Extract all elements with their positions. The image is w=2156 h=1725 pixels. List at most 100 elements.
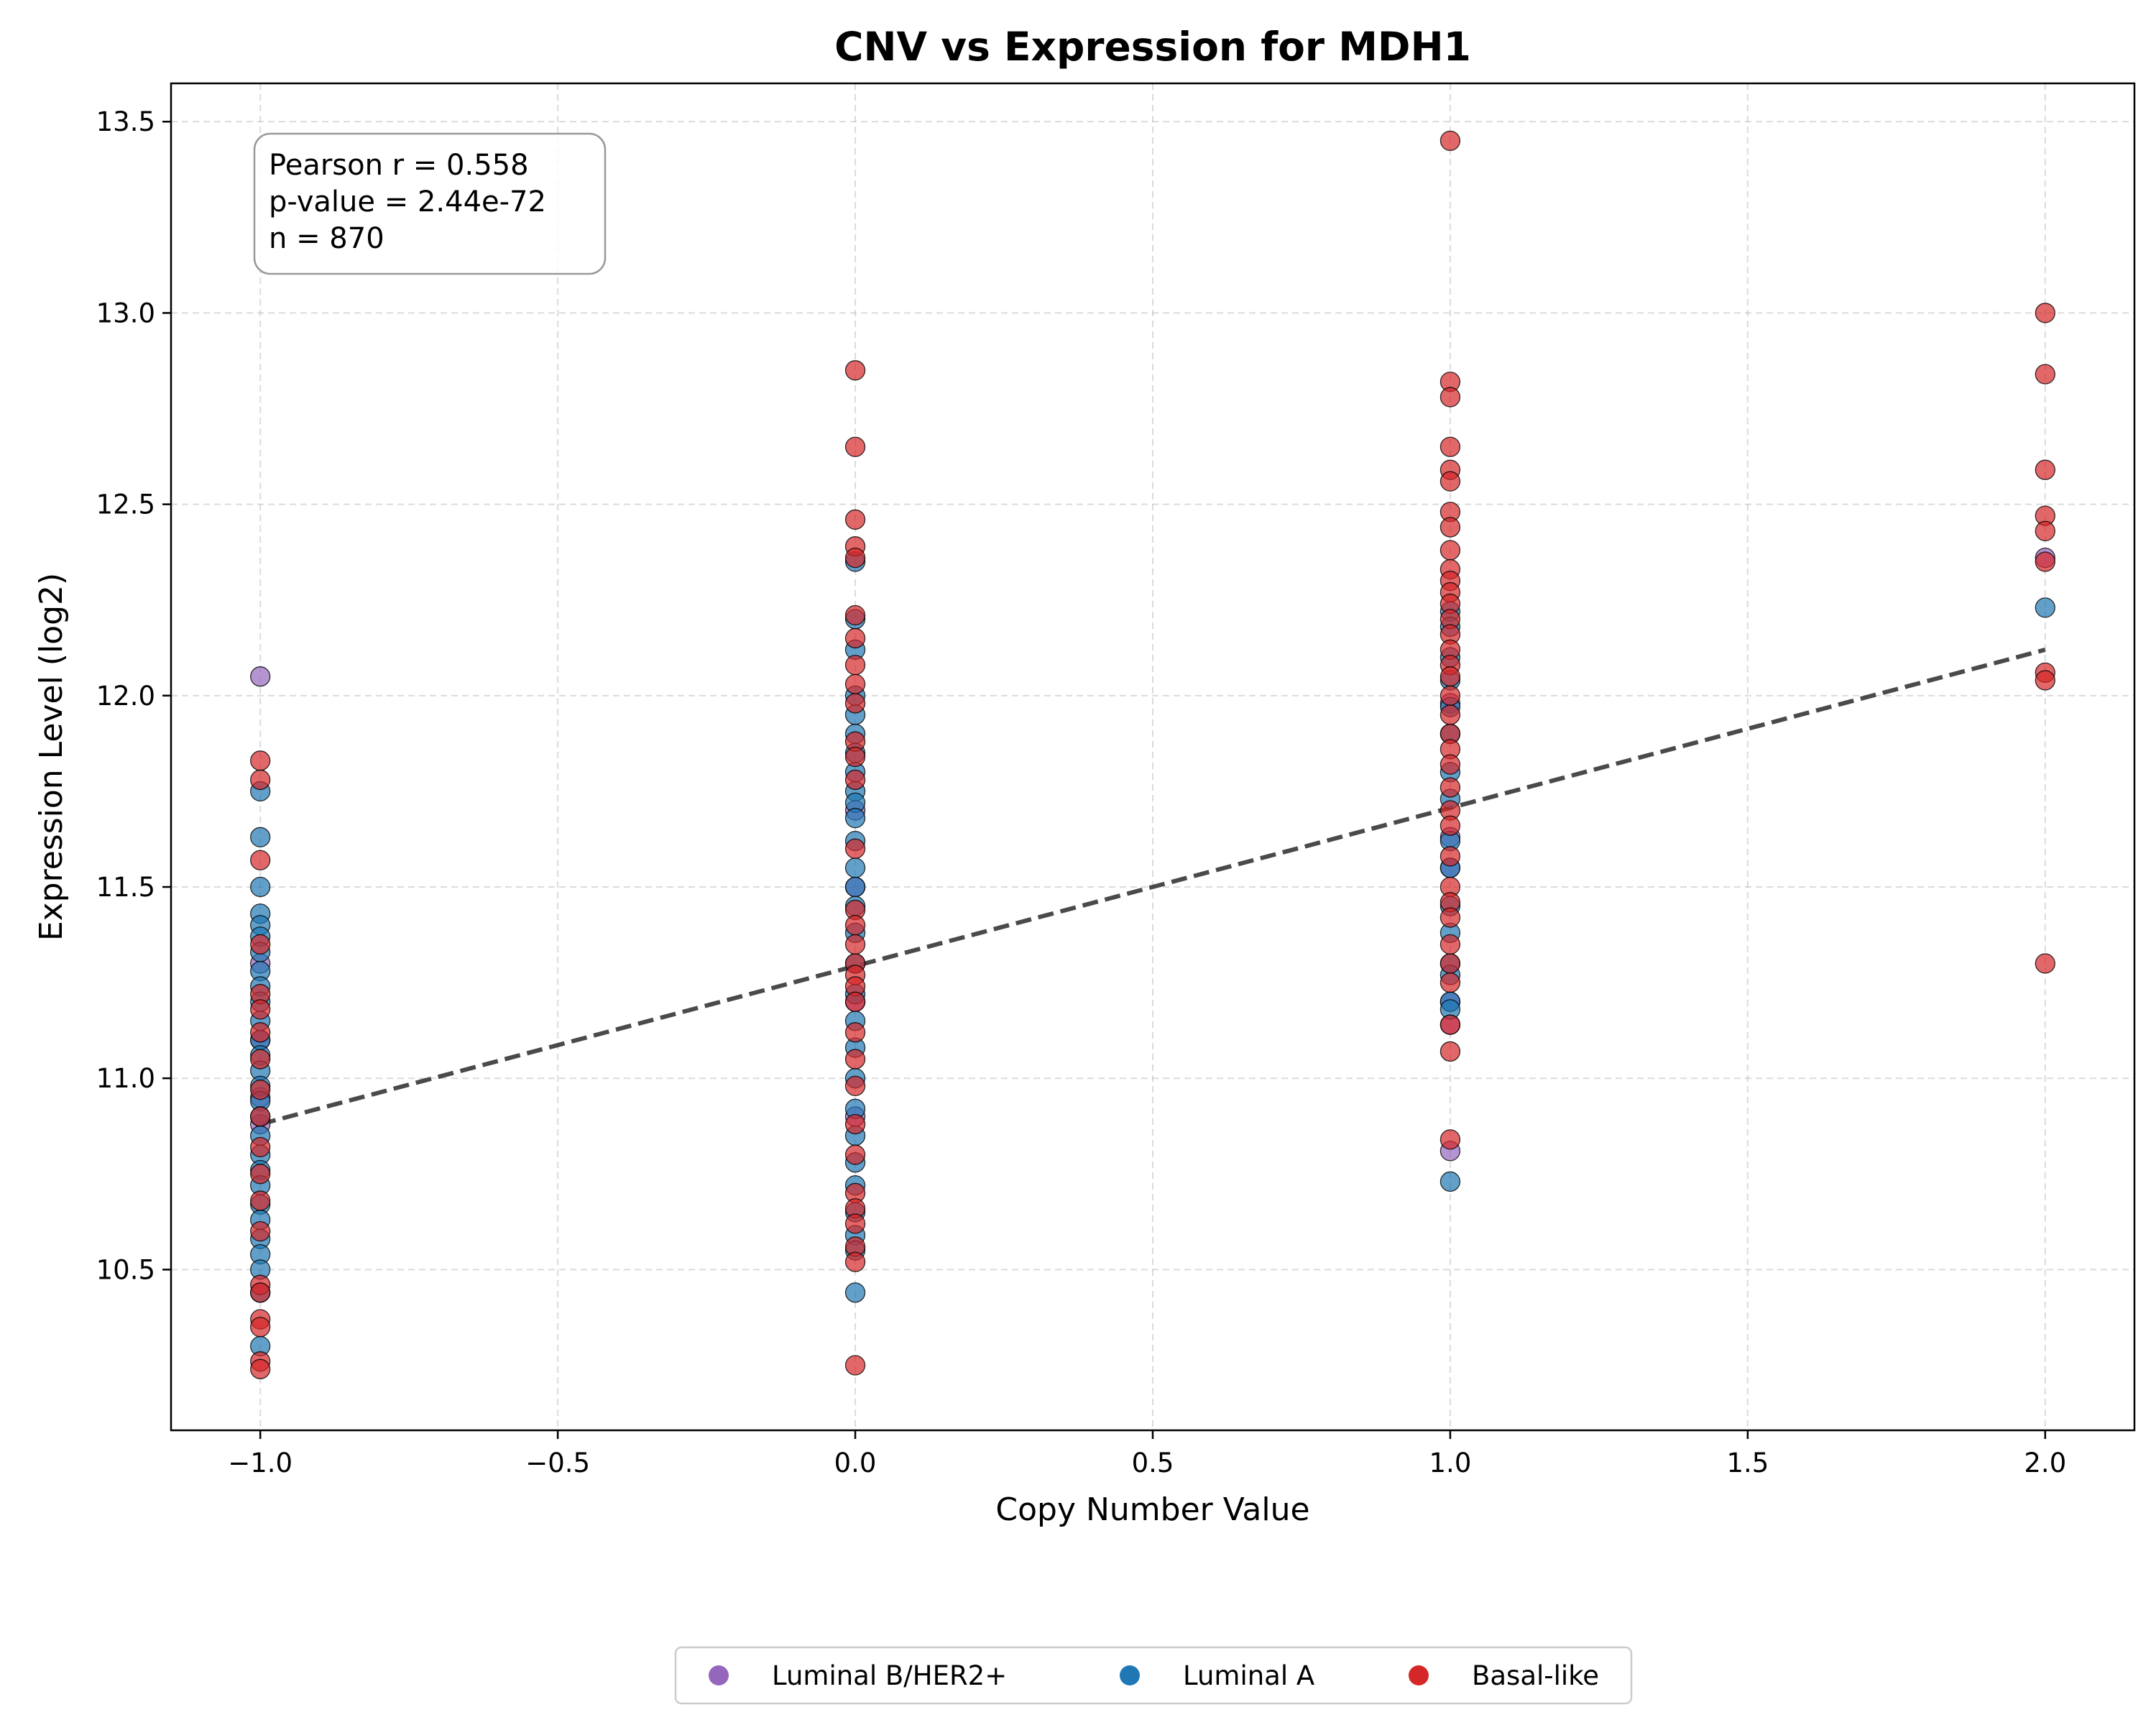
point-basal-like xyxy=(2035,953,2055,974)
point-basal-like xyxy=(1439,704,1461,725)
point-basal-like xyxy=(844,1075,866,1097)
point-basal-like xyxy=(844,509,866,530)
point-basal-like xyxy=(250,1358,271,1379)
stats-n: n = 870 xyxy=(269,222,384,255)
point-basal-like xyxy=(1439,754,1461,775)
point-luminal-a xyxy=(844,876,866,898)
point-basal-like xyxy=(2035,520,2055,542)
x-tick-label: 0.5 xyxy=(1132,1448,1174,1478)
point-basal-like xyxy=(250,750,271,771)
point-basal-like xyxy=(1439,517,1461,538)
y-tick-label: 12.5 xyxy=(96,489,155,520)
point-basal-like xyxy=(1439,540,1461,561)
x-tick-label: 0.0 xyxy=(834,1448,877,1478)
point-basal-like xyxy=(844,1355,866,1376)
point-basal-like xyxy=(844,934,866,955)
legend-item-basal-like: Basal-like xyxy=(1409,1660,1599,1691)
y-tick-label: 13.0 xyxy=(96,298,155,328)
stats-box: Pearson r = 0.558 p-value = 2.44e-72 n =… xyxy=(253,132,607,275)
point-basal-like xyxy=(844,627,866,649)
point-basal-like xyxy=(250,999,271,1020)
point-basal-like xyxy=(844,991,866,1012)
stats-pvalue: p-value = 2.44e-72 xyxy=(269,185,546,218)
x-tick-label: 1.0 xyxy=(1429,1448,1472,1478)
point-basal-like xyxy=(2035,303,2055,323)
point-basal-like xyxy=(844,655,866,676)
x-tick-label: 1.5 xyxy=(1726,1448,1769,1478)
point-basal-like xyxy=(250,1106,271,1127)
point-basal-like xyxy=(250,1049,271,1070)
legend-label: Luminal B/HER2+ xyxy=(772,1660,1007,1691)
point-basal-like xyxy=(844,604,866,626)
point-basal-like xyxy=(1439,1041,1461,1062)
point-basal-like xyxy=(844,769,866,791)
point-basal-like xyxy=(250,1022,271,1043)
point-basal-like xyxy=(1439,666,1461,687)
x-axis-label: Copy Number Value xyxy=(995,1491,1309,1528)
y-axis-ticks: 10.5 11.0 11.5 12.0 12.5 13.0 13.5 xyxy=(96,106,171,1285)
point-basal-like xyxy=(250,769,271,791)
point-basal-like xyxy=(1439,972,1461,993)
point-basal-like xyxy=(1439,130,1461,152)
y-axis-label: Expression Level (log2) xyxy=(33,573,70,941)
stats-box-frame xyxy=(253,132,607,275)
point-basal-like xyxy=(1439,387,1461,408)
point-basal-like xyxy=(250,1136,271,1158)
point-basal-like xyxy=(250,1190,271,1211)
point-basal-like xyxy=(844,673,866,694)
point-basal-like xyxy=(250,850,271,870)
legend-items: Luminal B/HER2+ Luminal A Basal-like xyxy=(709,1660,1599,1691)
point-basal-like xyxy=(1439,815,1461,836)
point-basal-like xyxy=(1439,1014,1461,1035)
point-basal-like xyxy=(844,360,866,381)
y-tick-label: 11.0 xyxy=(96,1063,155,1094)
point-basal-like xyxy=(844,548,866,569)
point-basal-like xyxy=(250,1080,271,1100)
point-basal-like xyxy=(250,1221,271,1242)
point-luminal-a xyxy=(250,827,271,847)
legend-marker xyxy=(1409,1665,1429,1685)
point-basal-like xyxy=(1439,953,1461,974)
legend-item-luminal-a: Luminal A xyxy=(1120,1660,1314,1691)
chart-title: CNV vs Expression for MDH1 xyxy=(834,24,1471,70)
point-luminal-b-her2 xyxy=(250,666,271,687)
point-basal-like xyxy=(250,1317,271,1338)
point-basal-like xyxy=(250,1164,271,1184)
point-luminal-a xyxy=(250,876,271,898)
point-luminal-a xyxy=(1439,1171,1461,1192)
legend-frame xyxy=(674,1646,1633,1705)
point-basal-like xyxy=(1439,846,1461,867)
point-basal-like xyxy=(2035,364,2055,385)
y-tick-label: 11.5 xyxy=(96,872,155,903)
scatter-points xyxy=(250,130,2055,1379)
trend-line-layer xyxy=(259,648,2046,1126)
point-basal-like xyxy=(844,693,866,714)
legend: Luminal B/HER2+ Luminal A Basal-like xyxy=(674,1646,1633,1705)
point-basal-like xyxy=(844,838,866,859)
point-basal-like xyxy=(2035,670,2055,691)
point-basal-like xyxy=(2035,551,2055,572)
x-tick-label: 2.0 xyxy=(2024,1448,2066,1478)
point-luminal-a xyxy=(2035,597,2055,618)
point-basal-like xyxy=(250,934,271,955)
stats-pearson: Pearson r = 0.558 xyxy=(269,149,529,182)
x-axis-ticks: −1.0 −0.5 0.0 0.5 1.0 1.5 2.0 xyxy=(228,1430,2066,1478)
y-tick-label: 12.0 xyxy=(96,681,155,712)
legend-marker xyxy=(709,1665,729,1685)
point-basal-like xyxy=(844,915,866,936)
point-basal-like xyxy=(844,1213,866,1234)
point-basal-like xyxy=(844,436,866,457)
point-basal-like xyxy=(1439,1129,1461,1150)
point-basal-like xyxy=(844,746,866,768)
legend-label: Luminal A xyxy=(1183,1660,1314,1691)
point-basal-like xyxy=(844,1049,866,1070)
point-basal-like xyxy=(844,1251,866,1272)
legend-item-luminal-b-her2: Luminal B/HER2+ xyxy=(709,1660,1007,1691)
point-basal-like xyxy=(1439,685,1461,706)
x-tick-label: −0.5 xyxy=(525,1448,590,1478)
point-basal-like xyxy=(1439,471,1461,492)
point-luminal-a xyxy=(844,1282,866,1303)
legend-marker xyxy=(1120,1665,1140,1685)
